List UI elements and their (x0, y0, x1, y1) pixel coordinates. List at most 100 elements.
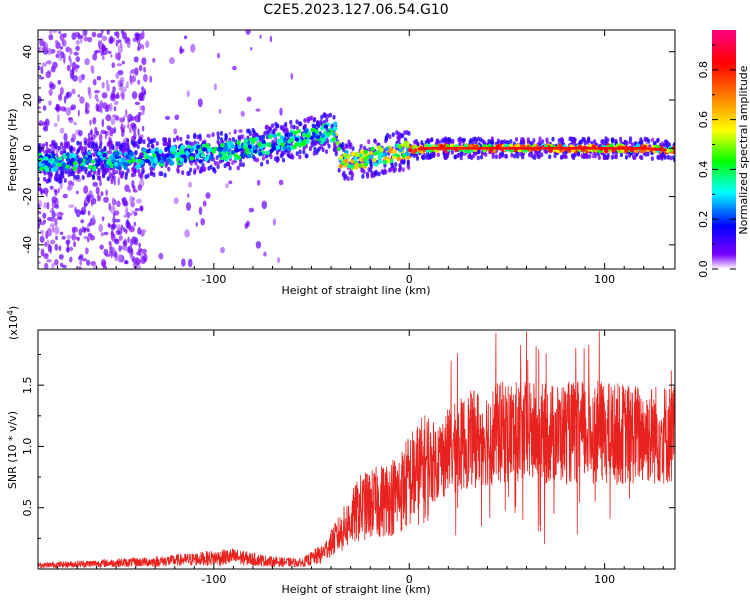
band-core (223, 142, 228, 147)
noise-blob (128, 212, 133, 217)
noise-blob (71, 133, 77, 141)
band-halo (377, 171, 381, 177)
ridge-peak (577, 146, 580, 150)
band-halo (344, 143, 348, 149)
band-core (196, 144, 201, 149)
noise-blob (104, 130, 108, 135)
band-core (323, 124, 329, 129)
noise-blob (46, 259, 52, 263)
band-halo (124, 171, 128, 177)
band-core (358, 153, 363, 158)
noise-blob (101, 118, 105, 128)
noise-blob (54, 40, 60, 44)
noise-blob (40, 66, 44, 75)
noise-blob (49, 30, 53, 35)
noise-blob (119, 117, 125, 123)
ridge-peak (438, 146, 442, 150)
ridge-peak (490, 146, 494, 150)
noise-blob (124, 184, 130, 192)
band-core (97, 157, 102, 163)
ridge-peak (499, 146, 503, 150)
ridge-peak (436, 146, 440, 150)
band-halo (328, 112, 332, 118)
spectrogram-ytick-label: 20 (21, 93, 34, 107)
band-core (488, 148, 493, 154)
band-halo (215, 155, 219, 161)
noise-blob (57, 216, 63, 221)
noise-blob (228, 180, 233, 185)
colorbar-tick-label: 0.4 (697, 161, 710, 179)
noise-blob (246, 96, 252, 102)
band-halo (138, 139, 142, 145)
band-halo (164, 163, 168, 168)
band-halo (251, 127, 255, 133)
ridge-peak (574, 146, 578, 150)
noise-blob (116, 31, 120, 39)
band-core (144, 158, 150, 164)
noise-blob (130, 77, 133, 86)
noise-blob (137, 111, 142, 117)
noise-blob (114, 210, 120, 216)
band-halo (538, 136, 542, 142)
band-halo (41, 143, 46, 149)
noise-blob (52, 30, 58, 33)
band-halo (231, 137, 235, 142)
noise-blob (106, 30, 110, 35)
ridge-peak (466, 146, 470, 150)
band-halo (628, 136, 633, 142)
band-core (179, 150, 184, 155)
band-halo (94, 143, 98, 149)
band-halo (401, 133, 405, 139)
noise-blob (83, 36, 88, 42)
band-halo (660, 154, 664, 159)
noise-blob (38, 182, 42, 191)
noise-blob (134, 101, 141, 106)
band-core (110, 155, 115, 160)
band-halo (57, 145, 61, 151)
band-core (368, 155, 374, 160)
noise-blob (248, 207, 255, 213)
noise-blob (66, 234, 73, 240)
band-halo (413, 139, 417, 145)
noise-blob (123, 227, 126, 232)
band-halo (440, 138, 444, 144)
band-core (320, 126, 325, 131)
band-core (105, 160, 111, 165)
ridge-peak (462, 146, 466, 150)
band-halo (141, 169, 145, 175)
noise-blob (121, 60, 125, 65)
spectrogram-ytick-label: 0 (21, 145, 34, 152)
colorbar-gradient (712, 30, 736, 269)
noise-blob (112, 216, 116, 224)
noise-blob (173, 128, 178, 135)
band-halo (397, 136, 401, 141)
snr-multiplier-close: ) (7, 306, 20, 310)
band-core (223, 154, 229, 160)
ridge-peak (511, 146, 515, 150)
noise-blob (53, 189, 58, 193)
band-core (44, 156, 49, 161)
band-halo (521, 154, 525, 160)
band-halo (533, 151, 537, 157)
noise-blob (51, 262, 55, 269)
band-halo (175, 135, 179, 141)
ridge-peak (485, 146, 489, 150)
band-halo (152, 137, 156, 143)
noise-blob (38, 65, 41, 71)
band-halo (54, 142, 58, 148)
noise-blob (127, 123, 130, 129)
band-halo (142, 139, 146, 145)
band-halo (572, 138, 577, 144)
band-halo (298, 154, 302, 160)
band-halo (362, 169, 366, 175)
band-halo (367, 139, 371, 145)
band-core (154, 147, 159, 152)
noise-blob (54, 259, 59, 266)
noise-blob (59, 87, 64, 95)
band-core (61, 162, 66, 167)
ridge-peak (591, 146, 594, 150)
band-halo (619, 152, 624, 158)
noise-blob (184, 229, 190, 238)
noise-blob (95, 186, 100, 195)
noise-blob (63, 95, 67, 104)
